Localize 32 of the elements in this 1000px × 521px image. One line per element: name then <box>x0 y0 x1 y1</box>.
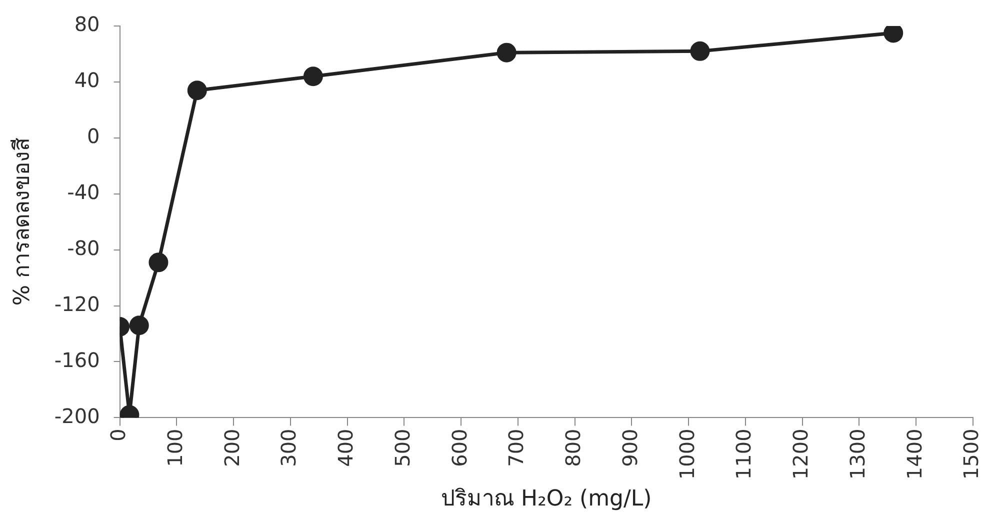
y-tick-label: -120 <box>54 292 100 316</box>
x-tick-label: 900 <box>618 428 642 467</box>
y-tick-label: -200 <box>54 404 100 428</box>
x-tick-label: 600 <box>447 428 472 467</box>
y-tick-label: 80 <box>74 12 100 36</box>
x-tick-label: 1300 <box>845 428 870 480</box>
point <box>690 41 710 61</box>
point <box>129 316 149 336</box>
x-tick-label: 1400 <box>902 428 926 480</box>
y-tick-label: 0 <box>87 124 100 148</box>
x-axis-title: ปริมาณ H₂O₂ (mg/L) <box>441 486 652 512</box>
y-tick-label: 40 <box>74 68 100 92</box>
x-tick-label: 300 <box>276 428 301 467</box>
x-tick-label: 200 <box>220 428 244 467</box>
x-tick-label: 700 <box>504 428 528 467</box>
x-tick-label: 1500 <box>959 428 984 480</box>
x-tick-label: 1000 <box>674 428 699 480</box>
y-tick-label: -160 <box>54 348 100 372</box>
x-tick-label: 500 <box>390 428 414 467</box>
x-tick-label: 800 <box>561 428 586 467</box>
point <box>496 42 516 62</box>
x-tick-label: 400 <box>334 428 358 467</box>
x-tick-label: 1100 <box>732 428 756 480</box>
point <box>148 252 168 272</box>
point <box>187 80 207 100</box>
y-tick-label: -40 <box>67 180 100 204</box>
y-axis-title: % การลดลงของสี <box>10 136 35 306</box>
y-tick-label: -80 <box>67 236 100 260</box>
x-tick-label: 100 <box>162 428 187 467</box>
x-tick-label: 0 <box>106 428 130 442</box>
point <box>303 66 323 86</box>
x-tick-label: 1200 <box>788 428 813 480</box>
